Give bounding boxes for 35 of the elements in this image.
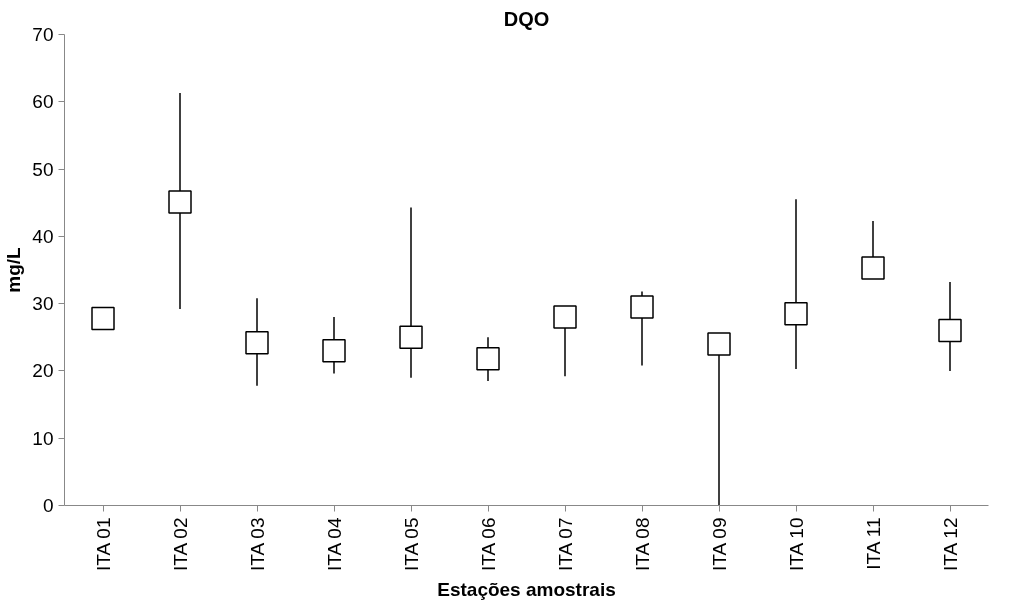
- y-tick-label: 40: [32, 225, 54, 247]
- y-tick-label: 0: [42, 495, 54, 516]
- x-tick-label: ITA 08: [631, 517, 653, 572]
- x-tick-label: ITA 01: [92, 517, 114, 572]
- x-tick-label: ITA 09: [708, 517, 730, 572]
- x-tick-label: ITA 07: [554, 517, 576, 572]
- x-tick-label: ITA 10: [785, 517, 807, 572]
- y-tick-label: 50: [32, 158, 54, 180]
- y-axis-title: mg/L: [3, 246, 25, 293]
- y-tick-label: 20: [32, 360, 54, 382]
- point: [168, 190, 192, 214]
- x-axis-title: Estações amostrais: [437, 579, 616, 601]
- x-tick-label: ITA 03: [246, 517, 268, 572]
- y-tick-label: 30: [32, 293, 54, 315]
- point: [245, 330, 269, 355]
- point: [784, 301, 808, 326]
- y-tick-label: 10: [32, 427, 54, 449]
- point: [707, 332, 731, 356]
- x-tick-label: ITA 05: [400, 517, 422, 572]
- y-tick-label: 70: [32, 24, 54, 45]
- x-tick-label: ITA 11: [862, 517, 884, 570]
- point: [938, 318, 962, 343]
- x-tick-label: ITA 12: [939, 517, 961, 572]
- point: [861, 256, 885, 280]
- point: [399, 325, 423, 350]
- point: [322, 338, 346, 363]
- x-tick-label: ITA 02: [169, 517, 191, 572]
- x-tick-label: ITA 04: [323, 517, 345, 572]
- point: [630, 295, 654, 319]
- point: [553, 305, 577, 329]
- x-tick-label: ITA 06: [477, 517, 499, 572]
- chart-title: DQO: [503, 7, 550, 30]
- point: [476, 347, 500, 371]
- y-tick-label: 60: [32, 91, 54, 113]
- point: [91, 306, 115, 331]
